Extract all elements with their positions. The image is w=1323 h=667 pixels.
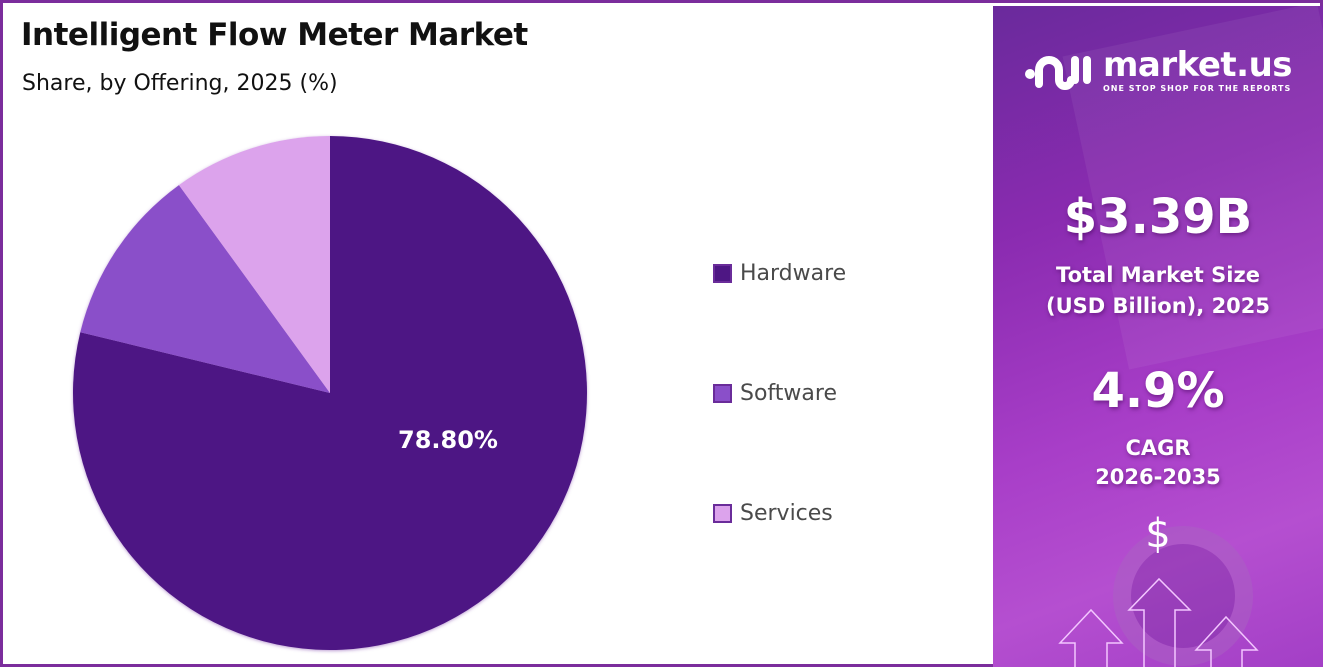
summary-sidebar: market.us ONE STOP SHOP FOR THE REPORTS … — [993, 6, 1323, 667]
legend-swatch-hardware — [713, 264, 732, 283]
market-us-logo-icon — [1025, 55, 1091, 90]
dollar-icon: $ — [1145, 511, 1171, 557]
cagr-period: 2026-2035 — [1095, 465, 1221, 489]
hardware-data-label: 78.80% — [398, 426, 498, 454]
pie-slice-services — [178, 136, 330, 393]
brand-tagline: ONE STOP SHOP FOR THE REPORTS — [1103, 84, 1292, 93]
legend-swatch-software — [713, 384, 732, 403]
market-size-label-1: Total Market Size — [1056, 263, 1260, 287]
legend-item-software: Software — [713, 381, 837, 406]
cagr-label: CAGR — [1125, 436, 1191, 460]
pie-slice-hardware — [73, 136, 588, 650]
brand-logo: market.us ONE STOP SHOP FOR THE REPORTS — [1025, 45, 1293, 93]
pie-chart — [73, 136, 588, 650]
chart-title: Intelligent Flow Meter Market — [21, 17, 528, 53]
chart-subtitle: Share, by Offering, 2025 (%) — [22, 71, 338, 96]
market-size-label-2: (USD Billion), 2025 — [1045, 294, 1271, 318]
cagr-value: 4.9% — [1091, 363, 1225, 419]
legend-swatch-services — [713, 504, 732, 523]
legend-item-services: Services — [713, 501, 833, 526]
legend-item-hardware: Hardware — [713, 261, 846, 286]
brand-name: market.us — [1103, 45, 1293, 85]
growth-arrows-icon — [1058, 577, 1259, 667]
pie-slice-software — [80, 185, 330, 393]
market-size-value: $3.39B — [1063, 189, 1253, 245]
